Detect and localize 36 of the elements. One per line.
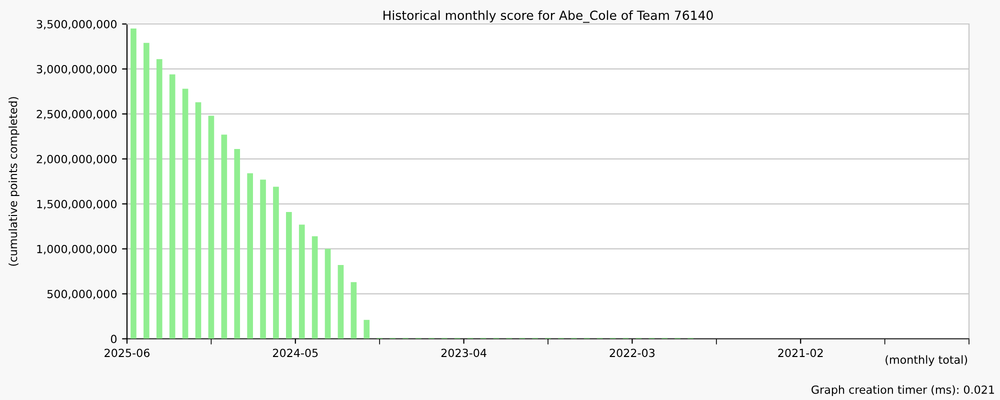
bar (182, 88, 188, 339)
bar (247, 173, 253, 339)
bar (260, 180, 266, 339)
y-tick-label: 500,000,000 (47, 290, 117, 300)
bar (324, 248, 331, 339)
y-axis-title: (cumulative points completed) (8, 97, 20, 266)
y-tick-label: 2,000,000,000 (36, 154, 117, 164)
bar (156, 59, 162, 339)
x-tick-label: 2021-02 (778, 348, 823, 358)
y-tick-label: 1,000,000,000 (37, 244, 117, 254)
x-tick-label: 2024-05 (273, 348, 318, 358)
bar (286, 212, 292, 339)
bar (312, 236, 318, 339)
x-tick-label: 2022-03 (610, 348, 655, 358)
bar (298, 224, 305, 339)
text: Graph creation timer (ms): 0.021 (812, 385, 994, 396)
x-tick-label: 2025-06 (104, 348, 150, 358)
bar (364, 320, 370, 339)
chart-title: Historical monthly score for Abe_Cole of Team 76140 (384, 10, 713, 23)
bar (195, 102, 202, 339)
bar (144, 42, 150, 339)
bar (350, 282, 357, 339)
bar (234, 149, 240, 339)
bar (169, 74, 176, 339)
text: (monthly total) (886, 355, 968, 366)
y-tick-label: 3,000,000,000 (36, 64, 117, 74)
bar (221, 134, 228, 339)
bar (338, 265, 344, 339)
x-tick-label: 2023-04 (441, 348, 486, 358)
y-tick-label: 0 (110, 334, 117, 344)
bar (130, 28, 136, 339)
y-tick-label: 1,500,000,000 (37, 200, 117, 210)
y-tick-label: 3,500,000,000 (36, 20, 117, 30)
bar (273, 186, 279, 339)
y-tick-label: 2,500,000,000 (36, 110, 117, 120)
bar (208, 116, 214, 339)
